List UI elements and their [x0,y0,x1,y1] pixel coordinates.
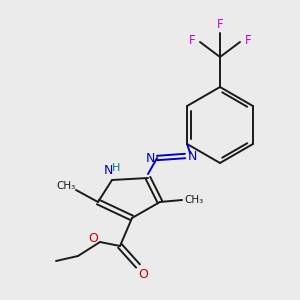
Text: N: N [188,149,197,163]
Text: F: F [217,19,223,32]
Text: F: F [189,34,195,47]
Text: H: H [112,163,120,173]
Text: N: N [146,152,155,164]
Text: N: N [103,164,113,176]
Text: O: O [88,232,98,244]
Text: O: O [138,268,148,281]
Text: CH₃: CH₃ [184,195,204,205]
Text: CH₃: CH₃ [56,181,76,191]
Text: F: F [245,34,251,47]
